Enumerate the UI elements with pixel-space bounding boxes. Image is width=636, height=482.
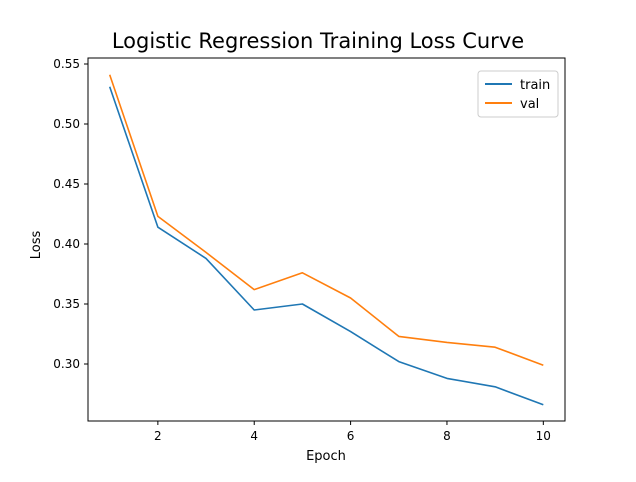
legend-label-val: val (520, 97, 539, 112)
series-line-val (108, 74, 544, 366)
series-line-train (108, 86, 544, 406)
x-axis-label: Epoch (306, 449, 346, 464)
y-tick-label: 0.50 (53, 117, 80, 131)
y-tick-label: 0.55 (53, 57, 80, 71)
y-tick-label: 0.45 (53, 177, 80, 191)
x-tick-label: 6 (347, 429, 355, 443)
y-axis-label: Loss (29, 231, 44, 260)
y-tick-label: 0.30 (53, 357, 80, 371)
y-tick-label: 0.35 (53, 297, 80, 311)
axis-ticks: 2 4 6 8 10 0.30 0.35 0.40 0.45 0.50 0.55 (53, 57, 551, 443)
series-lines (108, 74, 544, 406)
x-tick-label: 10 (536, 429, 551, 443)
legend: train val (477, 70, 559, 118)
legend-box (477, 70, 559, 118)
y-tick-label: 0.40 (53, 237, 80, 251)
legend-label-train: train (520, 78, 550, 93)
x-tick-label: 2 (154, 429, 162, 443)
x-tick-label: 8 (443, 429, 451, 443)
plot-area (87, 57, 566, 422)
chart-title: Logistic Regression Training Loss Curve (112, 29, 524, 53)
x-tick-label: 4 (250, 429, 258, 443)
